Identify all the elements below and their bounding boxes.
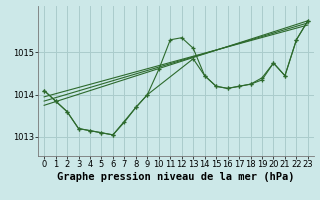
X-axis label: Graphe pression niveau de la mer (hPa): Graphe pression niveau de la mer (hPa) xyxy=(57,172,295,182)
